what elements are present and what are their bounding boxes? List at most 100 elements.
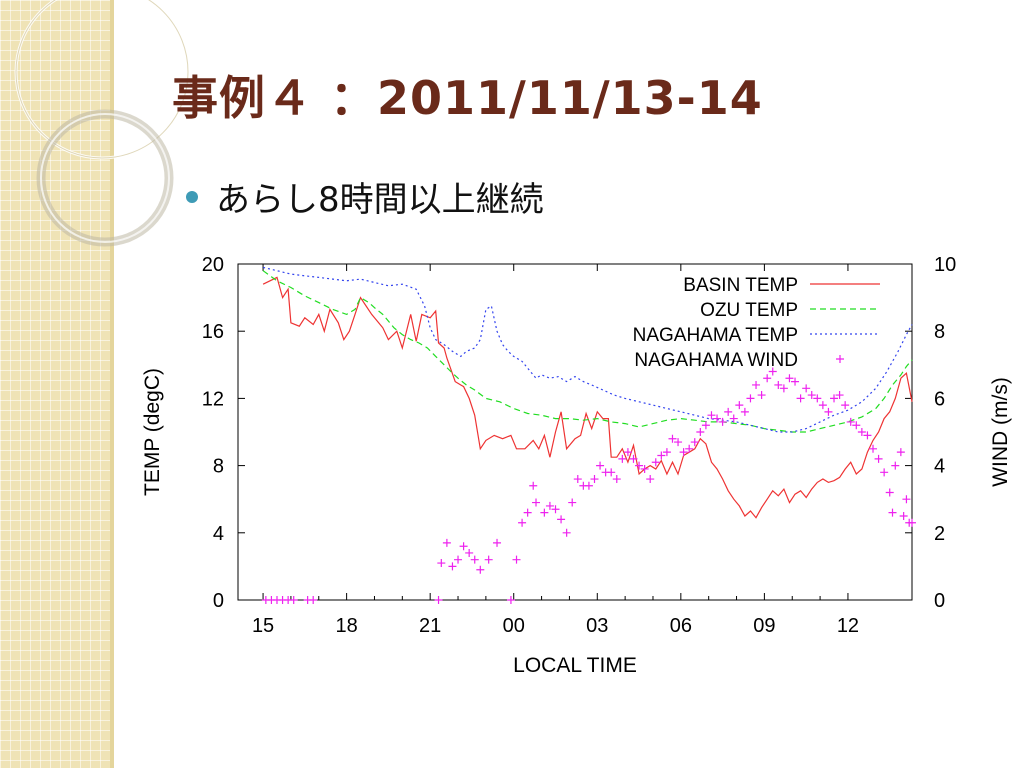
nagahama-wind-point: [735, 401, 744, 410]
nagahama-wind-point: [729, 414, 738, 423]
decorative-rings: [14, 0, 190, 247]
nagahama-wind-point: [493, 538, 502, 547]
nagahama-wind-point: [690, 438, 699, 447]
nagahama-wind-point: [718, 417, 727, 426]
nagahama-wind-point: [713, 414, 722, 423]
nagahama-wind-point: [668, 434, 677, 443]
bullet-text: あらし8時間以上継続: [216, 180, 544, 220]
nagahama-wind-point: [841, 401, 850, 410]
nagahama-wind-point: [696, 428, 705, 436]
y2-tick-label: 8: [934, 321, 945, 343]
nagahama-wind-point: [484, 555, 493, 564]
nagahama-wind-point: [646, 475, 655, 484]
y-tick-label: 12: [202, 388, 224, 410]
nagahama-wind-point: [863, 431, 872, 440]
nagahama-wind-point: [629, 454, 638, 463]
plot-frame: [237, 263, 913, 601]
nagahama-wind-point: [779, 384, 788, 393]
nagahama-wind-point: [518, 518, 527, 527]
nagahama-wind-point: [442, 538, 451, 547]
nagahama-wind-point: [437, 559, 446, 568]
nagahama-wind-point: [289, 596, 298, 604]
nagahama-wind-point: [891, 461, 900, 470]
legend-label-ozu-temp: OZU TEMP: [700, 300, 798, 321]
y-tick-label: 20: [202, 254, 224, 276]
nagahama-wind-point: [802, 384, 811, 393]
decorative-side-panel: [0, 0, 114, 768]
legend-swatch-nagahama-wind: [836, 355, 844, 363]
nagahama-wind-point: [573, 475, 582, 484]
nagahama-wind-point: [830, 394, 839, 403]
x-tick-label: 06: [670, 615, 692, 637]
nagahama-wind-point: [529, 481, 538, 490]
nagahama-wind-point: [902, 495, 911, 504]
x-tick-label: 21: [419, 615, 441, 637]
nagahama-wind-point: [796, 394, 805, 403]
ozu-temp-line: [262, 270, 913, 433]
y-tick-label: 0: [213, 590, 224, 612]
y2-tick-label: 2: [934, 523, 945, 545]
nagahama-wind-point: [584, 481, 593, 490]
side-panel-border: [110, 0, 114, 768]
nagahama-wind-point: [852, 421, 861, 430]
nagahama-wind-point: [818, 401, 827, 410]
nagahama-wind-point: [512, 555, 521, 564]
nagahama-wind-point: [813, 394, 822, 403]
nagahama-wind-point: [607, 468, 616, 477]
nagahama-wind-point: [874, 454, 883, 463]
nagahama-wind-point: [662, 448, 671, 457]
nagahama-wind-point: [562, 528, 571, 537]
nagahama-wind-point: [674, 438, 683, 447]
nagahama-wind-point: [752, 380, 761, 389]
nagahama-wind-point: [880, 468, 889, 477]
y-tick-label: 16: [202, 321, 224, 343]
nagahama-wind-point: [454, 555, 463, 564]
nagahama-wind-point: [545, 501, 554, 510]
nagahama-wind-point: [651, 458, 660, 467]
nagahama-wind-point: [523, 508, 532, 517]
nagahama-wind-point: [635, 461, 644, 470]
x-tick-label: 18: [335, 615, 357, 637]
temperature-wind-chart: 15 18 21 00 03 06 09 12 0 4 8 12 16 20 0 2 4 6 8 10 LOCAL TI…: [141, 254, 1012, 677]
nagahama-wind-point: [774, 380, 783, 389]
x-tick-label: 03: [586, 615, 608, 637]
basin-temp-line: [262, 276, 913, 519]
nagahama-wind-point: [824, 407, 833, 416]
nagahama-wind-point: [679, 448, 688, 457]
nagahama-wind-point: [434, 596, 443, 604]
y2-tick-label: 4: [934, 456, 945, 478]
y-tick-label: 4: [213, 523, 224, 545]
legend-label-nagahama-wind: NAGAHAMA WIND: [634, 350, 798, 371]
x-tick-label: 09: [753, 615, 775, 637]
x-tick-label: 00: [503, 615, 525, 637]
y2-tick-label: 10: [934, 254, 956, 276]
nagahama-wind-point: [905, 518, 914, 527]
nagahama-wind-point: [506, 596, 515, 604]
y2-tick-label: 0: [934, 590, 945, 612]
nagahama-wind-point: [785, 374, 794, 383]
legend-label-nagahama-temp: NAGAHAMA TEMP: [633, 325, 798, 346]
nagahama-wind-point: [557, 515, 566, 524]
nagahama-wind-point: [685, 444, 694, 453]
x-tick-label: 15: [252, 615, 274, 637]
slide-title: 事例４ ：2011/11/13-14: [172, 71, 763, 125]
nagahama-wind-point: [757, 391, 766, 400]
bullet-item: あらし8時間以上継続: [186, 172, 544, 221]
nagahama-wind-point: [846, 417, 855, 426]
nagahama-wind-point: [476, 565, 485, 574]
x-axis-title: LOCAL TIME: [513, 654, 637, 677]
nagahama-wind-point: [885, 488, 894, 497]
nagahama-wind-point: [551, 505, 560, 514]
nagahama-wind-point: [590, 475, 599, 484]
nagahama-wind-point: [470, 555, 479, 564]
nagahama-wind-point: [459, 542, 468, 551]
nagahama-wind-point: [807, 391, 816, 400]
nagahama-wind-point: [623, 448, 632, 457]
nagahama-wind-point: [657, 451, 666, 460]
nagahama-wind-point: [763, 374, 772, 383]
nagahama-wind-point: [746, 394, 755, 403]
nagahama-wind-point: [899, 512, 908, 520]
nagahama-wind-point: [791, 377, 800, 386]
nagahama-wind-point: [896, 448, 905, 457]
nagahama-wind-point: [888, 508, 897, 517]
